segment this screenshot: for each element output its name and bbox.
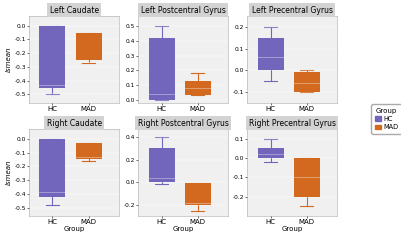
- Title: Left Precentral Gyrus: Left Precentral Gyrus: [252, 5, 333, 15]
- Bar: [184, 81, 211, 95]
- Bar: [294, 72, 320, 92]
- Bar: [257, 149, 284, 158]
- Legend: HC, MAD: HC, MAD: [371, 104, 401, 134]
- Bar: [257, 38, 284, 70]
- Y-axis label: lsmean: lsmean: [6, 47, 12, 72]
- Title: Right Precentral Gyrus: Right Precentral Gyrus: [249, 119, 336, 128]
- Title: Right Postcentral Gyrus: Right Postcentral Gyrus: [138, 119, 229, 128]
- Title: Left Postcentral Gyrus: Left Postcentral Gyrus: [141, 5, 226, 15]
- Title: Right Caudate: Right Caudate: [47, 119, 102, 128]
- X-axis label: Group: Group: [63, 226, 85, 233]
- Bar: [39, 26, 65, 88]
- Bar: [148, 148, 174, 182]
- Bar: [184, 183, 211, 205]
- X-axis label: Group: Group: [172, 226, 194, 233]
- Bar: [75, 143, 101, 159]
- Bar: [75, 33, 101, 60]
- Y-axis label: lsmean: lsmean: [6, 160, 12, 185]
- Bar: [148, 38, 174, 100]
- Title: Left Caudate: Left Caudate: [50, 5, 99, 15]
- X-axis label: Group: Group: [282, 226, 303, 233]
- Bar: [39, 139, 65, 197]
- Bar: [294, 158, 320, 197]
